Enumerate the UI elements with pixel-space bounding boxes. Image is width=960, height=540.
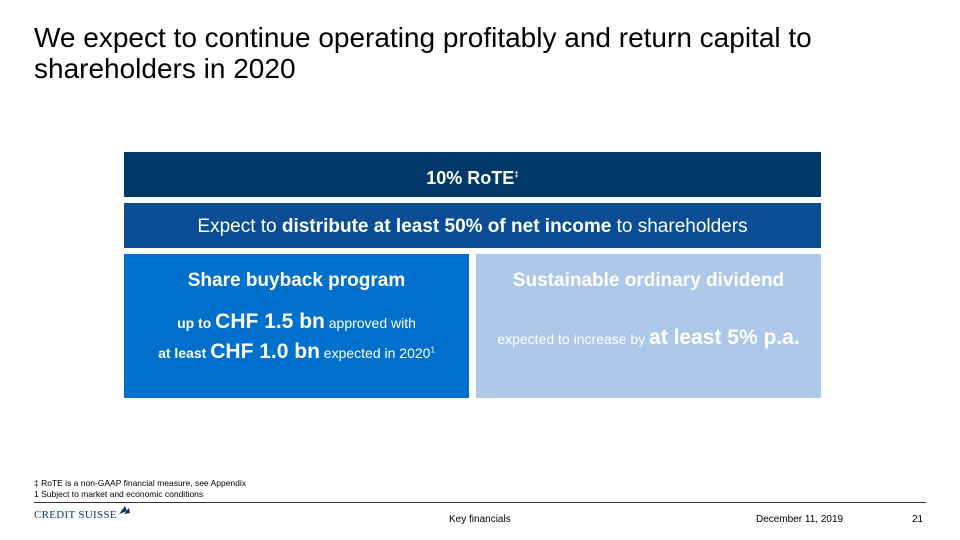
l2-sup: 1 bbox=[430, 345, 435, 355]
buyback-line-2: at least CHF 1.0 bn expected in 20201 bbox=[124, 340, 469, 364]
footnote-rote: ‡ RoTE is a non-GAAP financial measure, … bbox=[34, 478, 246, 488]
credit-suisse-logo: CREDIT SUISSE bbox=[34, 506, 131, 521]
footer-section: Key financials bbox=[449, 514, 511, 525]
dividend-line: expected to increase by at least 5% p.a. bbox=[476, 326, 821, 350]
footer-date: December 11, 2019 bbox=[756, 514, 844, 525]
buyback-heading: Share buyback program bbox=[187, 270, 406, 291]
l2-post: expected in 2020 bbox=[319, 345, 431, 361]
l1-pre: up to bbox=[177, 315, 216, 331]
buyback-box: Share buyback program up to CHF 1.5 bn a… bbox=[124, 254, 469, 398]
rote-mark: ‡ bbox=[514, 170, 519, 179]
l1-post: approved with bbox=[324, 315, 416, 331]
l2-pre: at least bbox=[158, 345, 211, 361]
footnotes: ‡ RoTE is a non-GAAP financial measure, … bbox=[34, 478, 246, 500]
l2-big: CHF 1.0 bn bbox=[210, 340, 320, 363]
sails-icon bbox=[118, 506, 130, 514]
distribute-post: to shareholders bbox=[611, 216, 748, 237]
dividend-pre: expected to increase by bbox=[497, 331, 650, 347]
distribute-pre: Expect to bbox=[197, 216, 282, 237]
distribute-bold: distribute at least 50% of net income bbox=[281, 216, 612, 237]
footer-divider bbox=[34, 502, 926, 503]
distribute-banner: Expect to distribute at least 50% of net… bbox=[124, 203, 821, 248]
slide-title: We expect to continue operating profitab… bbox=[34, 22, 812, 84]
dividend-box: Sustainable ordinary dividend expected t… bbox=[476, 254, 821, 398]
rote-banner: 10% RoTE‡ bbox=[124, 152, 821, 197]
page-number: 21 bbox=[912, 514, 924, 525]
footnote-1: 1 Subject to market and economic conditi… bbox=[34, 489, 204, 499]
buyback-line-1: up to CHF 1.5 bn approved with bbox=[124, 310, 469, 334]
logo-text: CREDIT SUISSE bbox=[34, 509, 117, 521]
rote-text: 10% RoTE bbox=[426, 168, 515, 188]
l1-big: CHF 1.5 bn bbox=[215, 310, 325, 333]
dividend-big: at least 5% p.a. bbox=[649, 326, 800, 349]
dividend-heading: Sustainable ordinary dividend bbox=[512, 270, 785, 291]
